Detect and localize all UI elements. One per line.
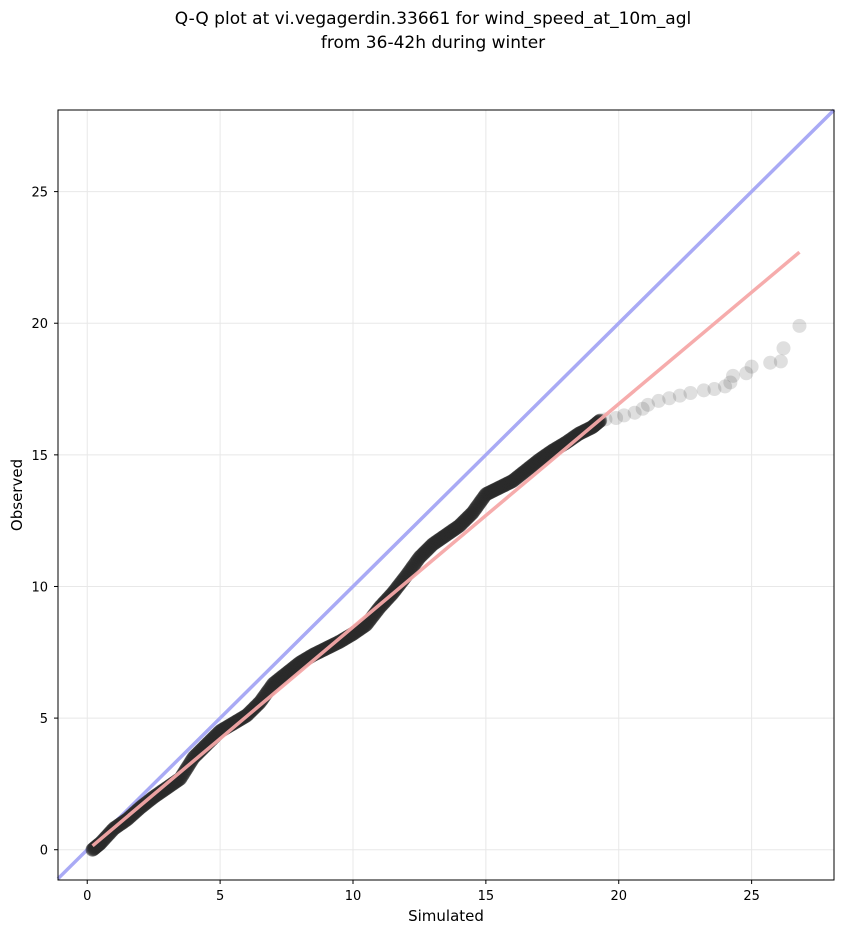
grid-lines xyxy=(58,110,834,880)
tail-point xyxy=(726,368,741,383)
x-axis-label: Simulated xyxy=(408,907,484,925)
x-tick-label: 0 xyxy=(83,889,91,904)
tail-point xyxy=(723,375,738,390)
tail-point xyxy=(683,385,698,400)
x-tick-label: 25 xyxy=(743,889,760,904)
tail-point xyxy=(672,388,687,403)
tail-point xyxy=(707,382,722,397)
tail-point xyxy=(739,366,754,381)
x-tick-label: 20 xyxy=(610,889,627,904)
tail-point xyxy=(640,397,655,412)
plot-frame xyxy=(57,109,835,881)
tail-point xyxy=(627,405,642,420)
tail-point xyxy=(718,379,733,394)
x-tick-label: 15 xyxy=(478,889,495,904)
chart-title-line-1: Q-Q plot at vi.vegagerdin.33661 for wind… xyxy=(175,9,691,29)
y-tick-label: 25 xyxy=(31,186,48,201)
tail-point xyxy=(635,401,650,416)
y-tick-label: 10 xyxy=(31,580,48,595)
y-axis-label: Observed xyxy=(8,459,26,531)
x-tick-label: 10 xyxy=(345,889,362,904)
fit-line xyxy=(91,250,801,848)
chart-title-line-2: from 36-42h during winter xyxy=(321,33,545,53)
tail-point xyxy=(763,355,778,370)
tail-point xyxy=(617,408,632,423)
axis-ticks: 0 5 10 15 20 25 0 5 10 15 20 25 xyxy=(31,186,759,904)
tail-point xyxy=(792,318,807,333)
y-tick-label: 20 xyxy=(31,317,48,332)
tail-point xyxy=(696,383,711,398)
y-tick-label: 0 xyxy=(40,844,48,859)
tail-point xyxy=(651,393,666,408)
identity-line xyxy=(56,108,836,880)
plot-area: 0 5 10 15 20 25 0 5 10 15 20 25 xyxy=(31,108,836,904)
data-marks xyxy=(56,108,836,880)
y-tick-label: 15 xyxy=(31,449,48,464)
tail-point xyxy=(609,411,624,425)
x-tick-label: 5 xyxy=(216,889,224,904)
tail-point xyxy=(776,341,791,356)
y-tick-label: 5 xyxy=(40,712,48,727)
tail-point xyxy=(773,354,788,369)
tail-point xyxy=(662,391,677,406)
tail-point xyxy=(744,359,759,374)
